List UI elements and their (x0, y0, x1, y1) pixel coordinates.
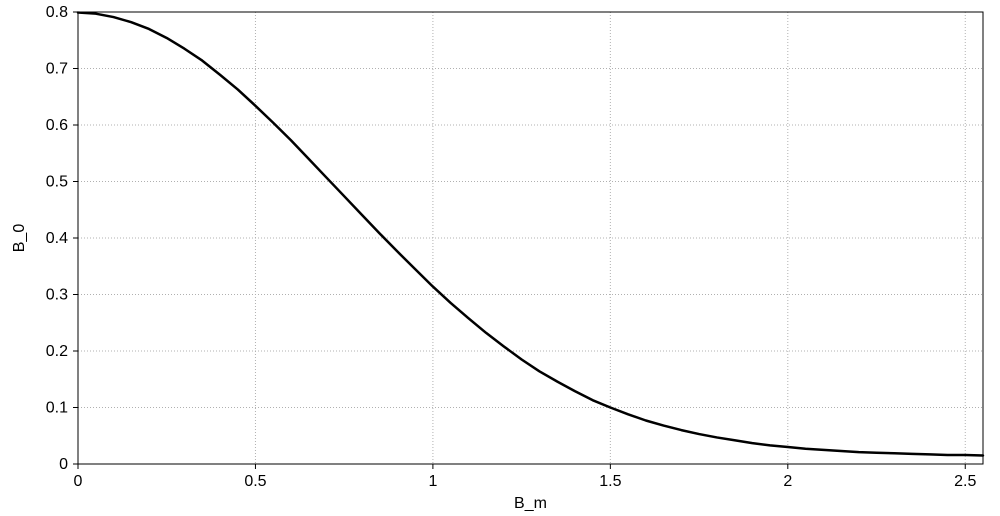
line-chart: 0 0.5 1 1.5 2 2.5 0 0.1 0.2 0.3 0.4 0.5 0.6 0.7 0.8 B_m… (0, 0, 1000, 516)
ytick-label: 0.6 (46, 117, 68, 134)
ytick-label: 0.8 (46, 4, 68, 21)
ytick-label: 0 (59, 456, 68, 473)
xtick-label: 0 (74, 473, 83, 490)
ytick-label: 0.1 (46, 400, 68, 417)
x-axis-label: B_m (514, 495, 547, 512)
xtick-label: 2 (783, 473, 792, 490)
ytick-label: 0.7 (46, 61, 68, 78)
chart-container: { "chart": { "type": "line", "background… (0, 0, 1000, 516)
ytick-label: 0.2 (46, 343, 68, 360)
xtick-label: 1 (428, 473, 437, 490)
xtick-label: 0.5 (244, 473, 266, 490)
ytick-label: 0.4 (46, 230, 68, 247)
y-axis-label: B_0 (11, 224, 28, 253)
xtick-label: 2.5 (954, 473, 976, 490)
ytick-label: 0.5 (46, 174, 68, 191)
ytick-label: 0.3 (46, 287, 68, 304)
xtick-label: 1.5 (599, 473, 621, 490)
